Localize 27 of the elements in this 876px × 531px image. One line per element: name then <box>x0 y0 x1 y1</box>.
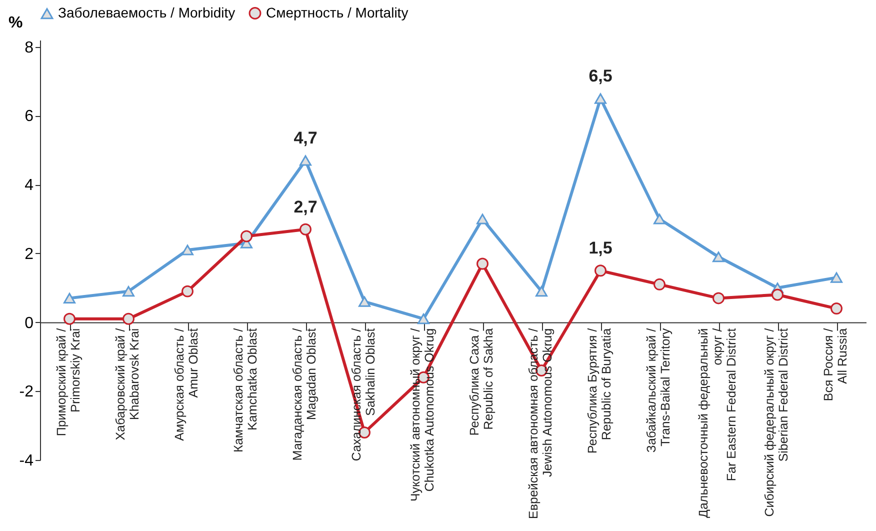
y-tick-label: 4 <box>24 177 34 194</box>
x-tick-label: Забайкальский край / Trans-Baikal Territory <box>644 328 672 453</box>
y-tick-label: 6 <box>24 108 34 126</box>
y-tick-label: 0 <box>24 314 34 332</box>
legend-label: Смертность / Mortality <box>266 4 408 20</box>
x-tick-label: Еврейская автономная область / Jewish Autonomous Okrug <box>526 328 554 519</box>
x-tick-label: Чукотский автономный округ / Chukotka Autonomous Okrug <box>408 328 436 502</box>
data-label: 2,7 <box>294 197 318 216</box>
data-label: 6,5 <box>588 66 612 86</box>
x-tick-label: Хабаровский край / Khabarovsk Krai <box>114 328 142 440</box>
data-label: 1,5 <box>588 238 612 258</box>
x-tick-label: Магаданская область / Magadan Oblast <box>290 328 318 461</box>
y-axis-title: % <box>8 14 23 32</box>
y-tick-label: 2 <box>24 246 34 263</box>
x-tick-label: Камчатская область / Kamchatka Oblast <box>232 328 260 452</box>
x-tick-label: Вся Россия / All Russia <box>822 328 850 402</box>
x-tick-label: Приморский край / Primorskiy Krai <box>54 328 82 436</box>
legend-label: Заболеваемость / Morbidity <box>58 4 236 21</box>
y-tick-label: -2 <box>19 384 34 401</box>
x-tick-label: Республика Бурятия / Republic of Buryatia <box>586 328 614 454</box>
y-tick-label: -4 <box>19 452 34 470</box>
y-tick-label: 8 <box>24 39 34 56</box>
x-tick-label: Сахалинская область / Sakhalin Oblast <box>350 328 378 462</box>
x-tick-label: Дальневосточный федеральный округ / Far Eastern Federal District <box>696 328 738 518</box>
x-tick-label: Амурская область / Amur Oblast <box>172 328 200 441</box>
data-label: 4,7 <box>294 128 318 148</box>
x-tick-label: Республика Саха / Republic of Sakha <box>468 328 496 436</box>
